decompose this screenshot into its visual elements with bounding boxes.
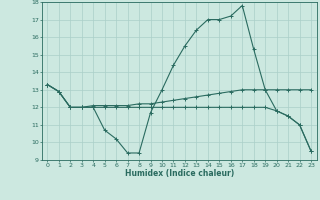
X-axis label: Humidex (Indice chaleur): Humidex (Indice chaleur) [124, 169, 234, 178]
